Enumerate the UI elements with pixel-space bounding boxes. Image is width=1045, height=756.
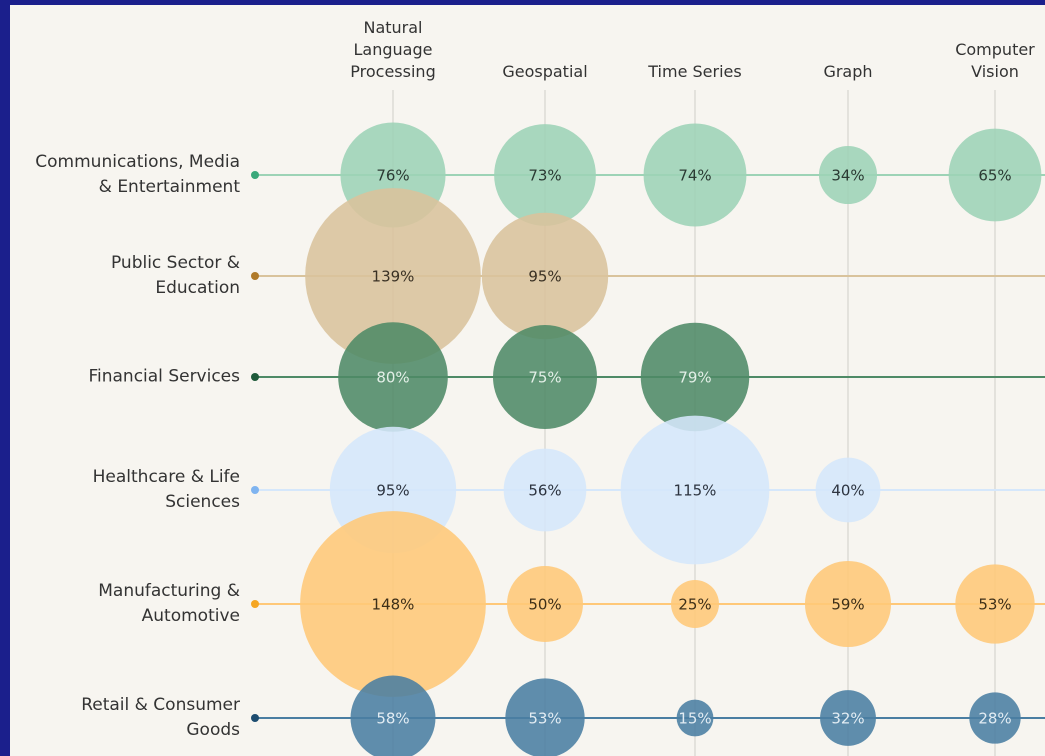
row-label-text: Public Sector & Education [110,253,240,298]
bubble [493,325,597,429]
bubble [820,690,876,746]
row-label-text: Financial Services [88,366,240,387]
bubble [505,678,585,756]
value-label: 65% [978,167,1011,185]
bubble [818,145,878,205]
value-label: 34% [831,167,864,185]
bubble [305,188,481,364]
value-label: 115% [674,482,717,500]
bubble [481,212,609,340]
row-label: Financial Services [10,347,240,407]
bubble [969,692,1021,744]
value-label: 59% [831,596,864,614]
bubble [804,560,892,648]
bubble [948,128,1042,222]
column-label: Natural Language Processing [328,5,458,83]
value-label: 74% [678,167,711,185]
value-label: 15% [678,710,711,728]
value-label: 148% [372,596,415,614]
row-label: Public Sector & Education [10,246,240,306]
row-label: Retail & Consumer Goods [10,688,240,748]
value-label: 95% [376,482,409,500]
bubble [620,415,770,565]
row-label: Manufacturing & Automotive [10,574,240,634]
value-label: 73% [528,167,561,185]
column-label-text: Geospatial [502,62,588,81]
chart: 76% 73% 74% 34% 65% 139% 95% 80% 75% 79% 95% 56% 115… [251,90,1045,756]
row-dot [251,171,259,179]
column-label-text: Time Series [648,62,742,81]
bubble [671,580,719,628]
bubble [350,675,436,756]
row-label-text: Manufacturing & Automotive [98,581,240,626]
row-label-text: Communications, Media & Entertainment [35,152,240,197]
value-label: 80% [376,369,409,387]
bubble [955,564,1035,644]
value-label: 56% [528,482,561,500]
column-label: Computer Vision [930,5,1045,83]
row-dot [251,486,259,494]
value-label: 58% [376,710,409,728]
row-dot [251,600,259,608]
row-dot [251,714,259,722]
column-label-text: Natural Language Processing [350,18,436,81]
value-label: 75% [528,369,561,387]
bubble [338,322,448,432]
chart-panel: 76% 73% 74% 34% 65% 139% 95% 80% 75% 79% 95% 56% 115… [10,5,1045,756]
row-label: Communications, Media & Entertainment [10,145,240,205]
value-label: 76% [376,167,409,185]
column-label: Time Series [630,5,760,83]
row-dot [251,272,259,280]
bubble [503,448,587,532]
value-label: 53% [528,710,561,728]
column-label-text: Computer Vision [955,40,1035,81]
value-label: 79% [678,369,711,387]
bubble [815,457,881,523]
value-label: 28% [978,710,1011,728]
value-label: 25% [678,596,711,614]
row-label: Healthcare & Life Sciences [10,460,240,520]
value-label: 95% [528,268,561,286]
column-label-text: Graph [823,62,873,81]
column-label: Graph [783,5,913,83]
row-label-text: Healthcare & Life Sciences [92,467,240,512]
value-label: 139% [372,268,415,286]
column-label: Geospatial [480,5,610,83]
value-label: 40% [831,482,864,500]
row-dot [251,373,259,381]
bubble [507,566,583,642]
bubble [643,123,747,227]
bubble [494,124,596,226]
bubble [300,511,486,697]
value-label: 50% [528,596,561,614]
row-label-text: Retail & Consumer Goods [81,695,240,740]
value-label: 32% [831,710,864,728]
bubble [676,699,714,737]
value-label: 53% [978,596,1011,614]
bubble [640,322,750,432]
